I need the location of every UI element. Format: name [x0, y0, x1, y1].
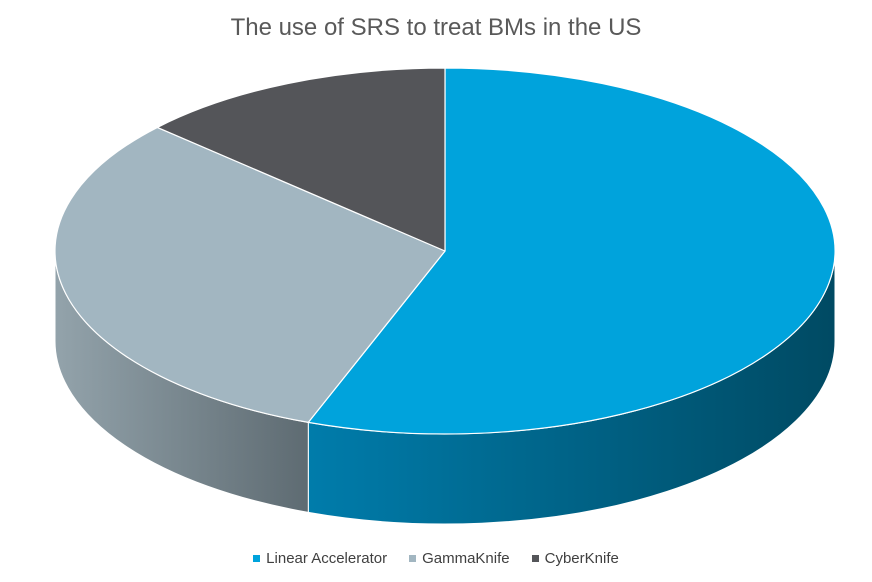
legend-item: GammaKnife: [409, 550, 510, 567]
legend-item: CyberKnife: [531, 550, 619, 567]
legend-label: GammaKnife: [422, 550, 510, 567]
pie-tops: [54, 67, 836, 435]
legend-item: Linear Accelerator: [253, 550, 387, 567]
chart-title: The use of SRS to treat BMs in the US: [230, 14, 642, 41]
legend-label: Linear Accelerator: [266, 550, 388, 567]
pie-slice-gammaknife: [54, 126, 446, 423]
pie-slice-cyberknife: [156, 67, 446, 252]
legend-swatch-gammaknife: [409, 555, 417, 562]
legend: Linear Accelerator GammaKnife CyberKnife: [0, 550, 872, 567]
pie-slice-linear-accelerator: [307, 67, 836, 435]
legend-swatch-cyberknife: [531, 555, 539, 562]
legend-swatch-linear-accelerator: [253, 555, 261, 562]
legend-label: CyberKnife: [544, 550, 619, 567]
